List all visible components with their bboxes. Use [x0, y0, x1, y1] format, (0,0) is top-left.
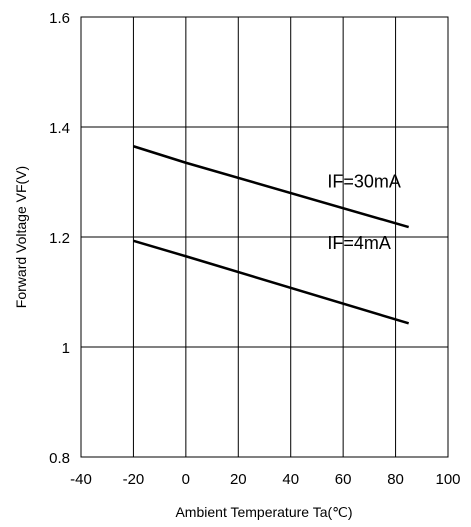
y-tick-label: 0.8 — [49, 450, 70, 467]
x-tick-labels: -40 -20 0 20 40 60 80 100 — [70, 471, 460, 488]
y-tick-label: 1.4 — [49, 120, 70, 137]
y-axis-title: Forward Voltage VF(V) — [13, 166, 29, 308]
x-tick-label: 40 — [282, 471, 299, 488]
series-line-if-30ma — [133, 145, 410, 229]
grid — [81, 17, 448, 457]
y-tick-label: 1.6 — [49, 10, 70, 27]
series-annotation: IF=30mA — [327, 172, 401, 192]
x-tick-label: 20 — [230, 471, 247, 488]
x-tick-label: 0 — [182, 471, 190, 488]
annotations: IF=30mA IF=4mA — [327, 172, 401, 254]
x-tick-label: -20 — [123, 471, 145, 488]
plot-frame — [80, 16, 449, 458]
x-tick-label: -40 — [70, 471, 92, 488]
y-tick-label: 1 — [62, 340, 70, 357]
y-tick-labels: 0.8 1 1.2 1.4 1.6 — [49, 10, 70, 467]
series-line-if-4ma — [133, 239, 410, 325]
y-tick-label: 1.2 — [49, 230, 70, 247]
x-axis-title: Ambient Temperature Ta(℃) — [175, 504, 352, 520]
series-group — [133, 145, 410, 325]
x-tick-label: 60 — [335, 471, 352, 488]
x-tick-label: 100 — [435, 471, 460, 488]
series-annotation: IF=4mA — [327, 233, 391, 253]
x-tick-label: 80 — [387, 471, 404, 488]
